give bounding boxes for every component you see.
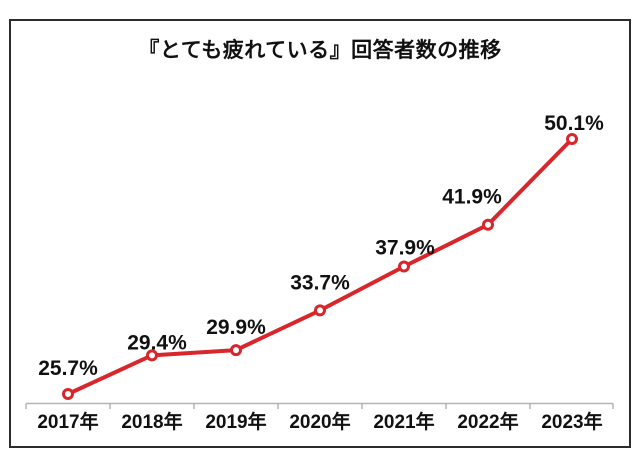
data-line [66, 137, 574, 396]
data-point-marker [230, 344, 242, 357]
data-point-marker [146, 349, 158, 362]
data-point-label: 37.9% [375, 237, 435, 260]
data-point-marker [314, 304, 326, 317]
data-point-label: 29.4% [127, 331, 187, 354]
x-axis-label: 2023年 [541, 410, 602, 433]
data-point-label: 25.7% [38, 357, 98, 380]
x-axis-label: 2019年 [205, 410, 266, 433]
x-axis-label: 2020年 [289, 410, 350, 433]
data-point-label: 41.9% [442, 186, 502, 209]
data-point-label: 29.9% [206, 316, 266, 339]
data-point-marker [482, 218, 494, 231]
chart-title: 『とても疲れている』回答者数の推移 [138, 39, 502, 62]
chart-frame [9, 19, 631, 448]
x-axis-label: 2022年 [457, 410, 518, 433]
data-point-marker [62, 388, 74, 400]
data-point-label: 33.7% [290, 271, 350, 294]
data-point-label: 50.1% [544, 112, 604, 135]
data-point-marker [566, 133, 578, 145]
x-axis-label: 2021年 [373, 410, 434, 433]
x-axis-label: 2017年 [37, 410, 98, 433]
x-axis-label: 2018年 [121, 410, 182, 433]
data-point-marker [398, 260, 410, 273]
